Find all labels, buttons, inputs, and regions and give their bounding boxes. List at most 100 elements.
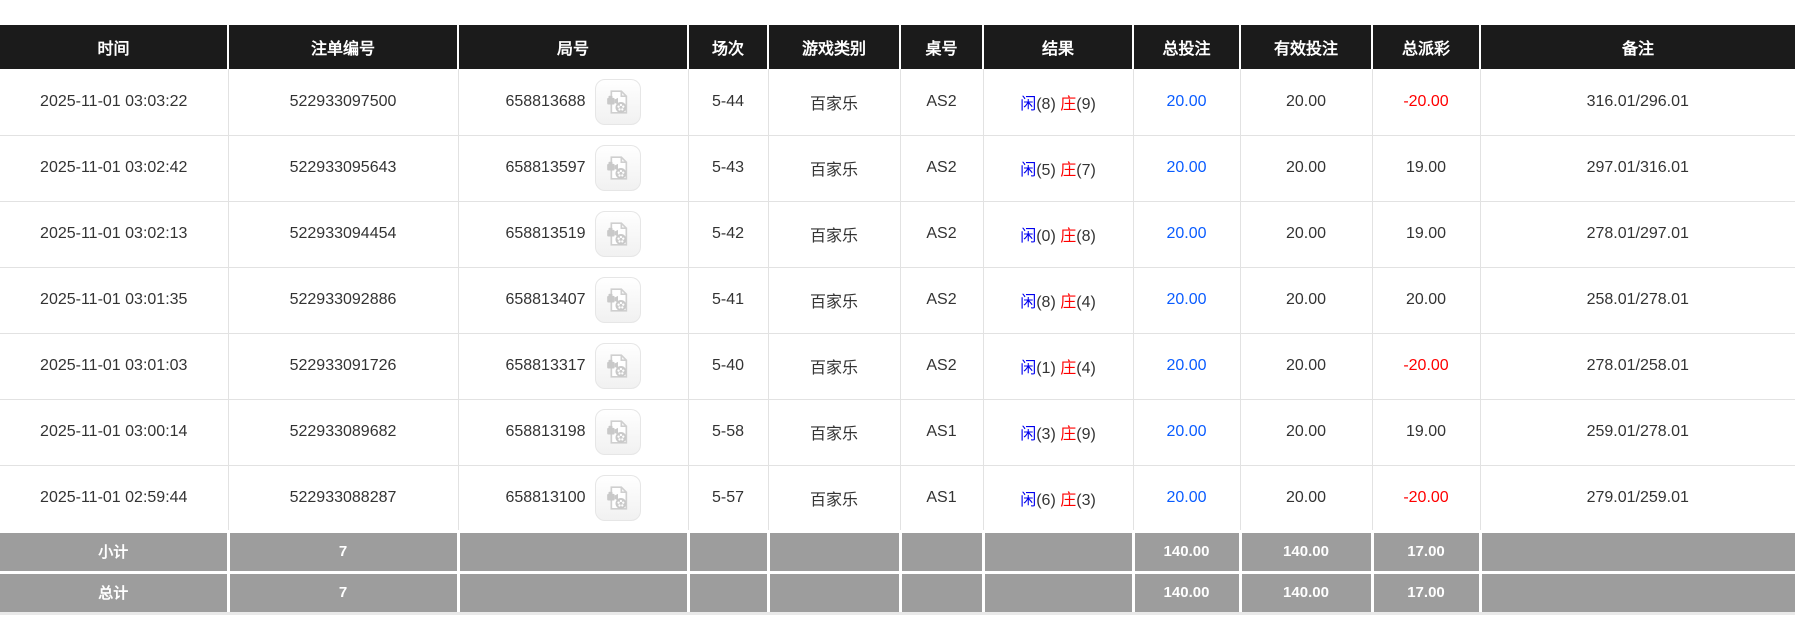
table-row: 2025-11-01 03:01:03 522933091726 658813317…: [0, 333, 1795, 400]
cell-bet-no: 522933089682: [227, 399, 459, 466]
result-player-score: (8): [1036, 294, 1061, 311]
total-label: 总计: [0, 570, 230, 615]
video-playback-button[interactable]: [594, 277, 641, 323]
table-header: 时间 注单编号 局号 场次 游戏类别 桌号 结果 总投注 有效投注 总派彩 备注: [0, 25, 1795, 69]
video-record-icon: [606, 288, 627, 312]
result-player-score: (5): [1036, 162, 1061, 179]
result-player-label: 闲: [1020, 491, 1037, 509]
video-playback-button[interactable]: [594, 78, 641, 125]
subtotal-label: 小计: [0, 529, 230, 574]
result-player-label: 闲: [1020, 294, 1037, 311]
cell-result: 闲(0) 庄(8): [982, 201, 1134, 268]
cell-game-type: 百家乐: [767, 267, 901, 334]
cell-table-no: AS1: [899, 399, 984, 466]
cell-total-bet: 20.00: [1132, 201, 1241, 268]
subtotal-empty-remark: [1478, 529, 1795, 574]
cell-valid-bet: 20.00: [1239, 201, 1373, 268]
subtotal-payout: 17.00: [1370, 529, 1482, 574]
cell-payout: 19.00: [1371, 201, 1481, 268]
total-empty-game: [766, 570, 902, 615]
cell-game-type: 百家乐: [767, 201, 901, 268]
cell-table-no: AS2: [899, 135, 984, 202]
subtotal-row: 小计 7 140.00 140.00 17.00: [0, 529, 1795, 574]
round-no-group: 658813688: [505, 78, 641, 125]
cell-table-no: AS1: [899, 465, 984, 532]
video-record-icon: [606, 485, 627, 510]
cell-result: 闲(5) 庄(7): [982, 135, 1134, 202]
video-playback-button[interactable]: [594, 409, 641, 455]
cell-table-no: AS2: [899, 333, 984, 400]
cell-bet-no: 522933092886: [227, 267, 459, 334]
cell-payout: 19.00: [1371, 399, 1481, 466]
result-banker-score: (9): [1076, 426, 1096, 443]
round-no-group: 658813198: [505, 409, 641, 455]
cell-session: 5-44: [687, 69, 769, 136]
cell-round-no: 658813519: [457, 201, 689, 268]
cell-time: 2025-11-01 03:00:14: [0, 399, 229, 466]
video-record-icon: [606, 156, 627, 180]
cell-time: 2025-11-01 03:02:42: [0, 135, 229, 202]
result-player-label: 闲: [1020, 162, 1037, 179]
table-row: 2025-11-01 03:03:22 522933097500 658813688…: [0, 69, 1795, 136]
cell-session: 5-42: [687, 201, 769, 268]
col-header-time: 时间: [0, 25, 229, 69]
cell-payout: 19.00: [1371, 135, 1481, 202]
result-player-score: (1): [1036, 360, 1061, 377]
cell-round-no: 658813317: [457, 333, 689, 400]
video-playback-button[interactable]: [594, 211, 641, 257]
video-record-icon: [606, 354, 627, 378]
round-no-group: 658813317: [505, 343, 641, 389]
header-row: 时间 注单编号 局号 场次 游戏类别 桌号 结果 总投注 有效投注 总派彩 备注: [0, 25, 1795, 69]
cell-remark: 316.01/296.01: [1479, 69, 1795, 136]
cell-total-bet: 20.00: [1132, 465, 1241, 532]
subtotal-empty-result: [981, 529, 1135, 574]
subtotal-empty-round: [456, 529, 690, 574]
video-playback-button[interactable]: [594, 474, 641, 521]
col-header-round-no: 局号: [457, 25, 689, 69]
total-empty-remark: [1478, 570, 1795, 615]
col-header-game-type: 游戏类别: [767, 25, 901, 69]
col-header-table-no: 桌号: [899, 25, 984, 69]
subtotal-empty-game: [766, 529, 902, 574]
result-banker-score: (4): [1076, 360, 1096, 377]
cell-remark: 258.01/278.01: [1479, 267, 1795, 334]
col-header-bet-no: 注单编号: [227, 25, 459, 69]
cell-total-bet: 20.00: [1132, 69, 1241, 136]
table-row: 2025-11-01 02:59:44 522933088287 658813100…: [0, 465, 1795, 532]
cell-valid-bet: 20.00: [1239, 465, 1373, 532]
cell-round-no: 658813597: [457, 135, 689, 202]
cell-remark: 279.01/259.01: [1479, 465, 1795, 532]
cell-result: 闲(8) 庄(4): [982, 267, 1134, 334]
round-no-text: 658813100: [505, 488, 586, 506]
cell-valid-bet: 20.00: [1239, 135, 1373, 202]
table-row: 2025-11-01 03:02:13 522933094454 658813519…: [0, 201, 1795, 268]
video-playback-button[interactable]: [594, 145, 641, 191]
video-record-icon: [606, 222, 627, 246]
total-valid-bet: 140.00: [1238, 570, 1374, 615]
table-footer: 小计 7 140.00 140.00 17.00 总计 7 1: [0, 529, 1795, 615]
cell-time: 2025-11-01 03:01:03: [0, 333, 229, 400]
cell-game-type: 百家乐: [767, 465, 901, 532]
cell-game-type: 百家乐: [767, 333, 901, 400]
result-banker-score: (7): [1076, 162, 1096, 179]
result-banker-label: 庄: [1060, 95, 1077, 113]
cell-round-no: 658813198: [457, 399, 689, 466]
cell-bet-no: 522933088287: [227, 465, 459, 532]
bet-records-table-wrap: 时间 注单编号 局号 场次 游戏类别 桌号 结果 总投注 有效投注 总派彩 备注…: [0, 25, 1795, 615]
cell-total-bet: 20.00: [1132, 135, 1241, 202]
total-row: 总计 7 140.00 140.00 17.00: [0, 570, 1795, 615]
video-playback-button[interactable]: [594, 343, 641, 389]
result-banker-label: 庄: [1060, 360, 1077, 377]
col-header-payout: 总派彩: [1371, 25, 1481, 69]
result-player-label: 闲: [1020, 360, 1037, 377]
cell-result: 闲(6) 庄(3): [982, 465, 1134, 532]
cell-result: 闲(3) 庄(9): [982, 399, 1134, 466]
round-no-group: 658813100: [505, 474, 641, 521]
subtotal-empty-session: [686, 529, 770, 574]
result-player-label: 闲: [1020, 228, 1037, 245]
total-empty-round: [456, 570, 690, 615]
cell-valid-bet: 20.00: [1239, 267, 1373, 334]
cell-payout: -20.00: [1371, 69, 1481, 136]
cell-total-bet: 20.00: [1132, 267, 1241, 334]
cell-payout: -20.00: [1371, 465, 1481, 532]
